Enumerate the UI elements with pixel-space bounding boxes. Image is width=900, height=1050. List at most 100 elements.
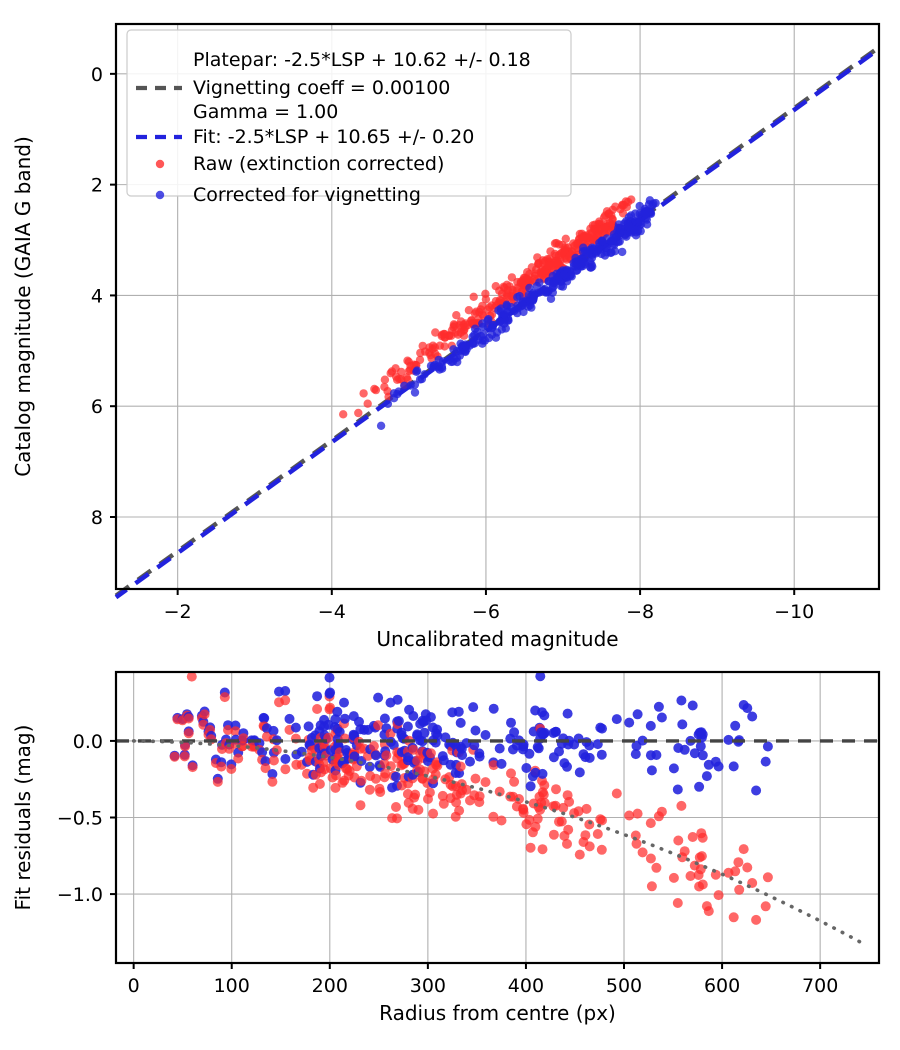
residual-point-raw [430,769,441,780]
data-point-corrected [400,381,409,390]
data-point-raw [537,266,546,276]
residual-point-corrected [611,714,622,725]
data-point-corrected [376,421,386,430]
residual-point-raw [697,832,708,843]
data-point-corrected [624,222,633,231]
residual-point-raw [413,804,424,815]
residual-point-corrected [539,727,550,738]
residual-point-raw [488,811,499,822]
residual-point-corrected [562,761,572,772]
data-point-corrected [517,298,527,307]
residual-point-raw [584,841,595,852]
data-point-corrected [607,236,616,246]
legend-entry[interactable]: Corrected for vignetting [155,184,421,206]
legend-entry[interactable]: Raw (extinction corrected) [155,153,445,175]
x-tick-label: 0 [128,975,140,997]
data-point-corrected [581,257,590,266]
vignetting-curve [131,739,866,946]
residual-point-corrected [672,784,683,795]
legend-label: Platepar: -2.5*LSP + 10.62 +/- 0.18 [193,49,531,71]
data-point-raw [533,253,542,262]
residual-point-corrected [584,740,595,751]
residual-point-corrected [267,769,278,779]
data-point-raw [438,330,447,339]
legend[interactable]: Platepar: -2.5*LSP + 10.62 +/- 0.18 Vigne… [126,29,572,206]
residual-point-corrected [723,734,734,745]
residual-point-raw [330,782,341,793]
data-point-corrected [626,211,636,220]
residual-point-corrected [624,717,635,728]
data-point-raw [450,321,459,330]
data-point-corrected [630,225,640,235]
residual-point-raw [734,884,745,895]
residual-point-raw [611,788,622,799]
legend-entry[interactable]: Fit: -2.5*LSP + 10.65 +/- 0.20 [136,126,474,148]
residual-point-raw [419,766,430,777]
legend-entry[interactable]: Platepar: -2.5*LSP + 10.62 +/- 0.18 [193,49,531,71]
x-tick-label: 200 [312,975,348,997]
data-point-raw [595,217,604,226]
residual-point-corrected [408,711,419,721]
residual-point-raw [632,808,643,819]
residual-point-raw [312,704,323,714]
residual-point-corrected [402,721,413,732]
residual-point-raw [437,790,448,801]
data-point-raw [431,328,440,337]
residual-point-corrected [453,706,464,717]
data-point-raw [513,283,522,293]
residual-point-raw [631,838,642,849]
residual-point-raw [392,813,402,824]
x-tick-label: 500 [606,975,642,997]
data-point-corrected [587,253,597,263]
data-point-corrected [527,303,536,312]
data-point-corrected [571,253,580,263]
residual-point-raw [216,761,227,772]
data-point-corrected [559,270,569,280]
residual-point-corrected [574,767,585,778]
x-tick-label: 600 [704,975,740,997]
residual-point-corrected [457,750,468,761]
y-tick-label: 4 [91,285,103,307]
residual-point-raw [656,806,667,817]
residual-point-corrected [713,761,724,772]
data-point-corrected [412,366,422,375]
residual-point-raw [237,741,248,752]
residual-point-corrected [525,781,536,792]
residual-point-raw [697,879,708,890]
data-point-raw [359,389,368,398]
residual-point-corrected [632,709,643,720]
y-tick-label: 0 [91,64,103,86]
residual-point-raw [455,761,466,772]
legend-entry[interactable]: Gamma = 1.00 [193,101,338,123]
data-point-raw [578,233,587,242]
data-point-raw [354,408,363,418]
residual-point-corrected [551,726,561,737]
residual-point-corrected [730,720,741,731]
data-point-corrected [478,339,487,348]
data-point-corrected [434,355,443,365]
residual-point-corrected [370,750,381,761]
residual-point-corrected [259,713,270,724]
data-point-raw [481,295,491,304]
residual-point-raw [488,760,499,771]
y-tick-label: −1.0 [57,884,103,906]
residual-point-corrected [303,721,314,732]
residual-point-corrected [509,727,520,738]
legend-box[interactable] [126,29,572,197]
residual-point-raw [695,864,706,875]
residual-point-raw [280,695,291,706]
residual-point-raw [314,779,325,789]
data-point-corrected [549,279,558,288]
y-axis-label: Catalog magnitude (GAIA G band) [11,136,35,477]
residual-point-corrected [379,713,390,724]
residual-point-raw [451,797,462,808]
residual-point-corrected [630,749,641,760]
residual-point-corrected [496,758,507,769]
legend-entry[interactable]: Vignetting coeff = 0.00100 [136,77,450,99]
data-point-corrected [539,285,548,295]
legend-label: Fit: -2.5*LSP + 10.65 +/- 0.20 [193,126,474,148]
residual-point-corrected [469,740,480,751]
data-point-raw [530,269,540,278]
residual-point-corrected [701,771,712,782]
residual-point-raw [380,768,391,779]
